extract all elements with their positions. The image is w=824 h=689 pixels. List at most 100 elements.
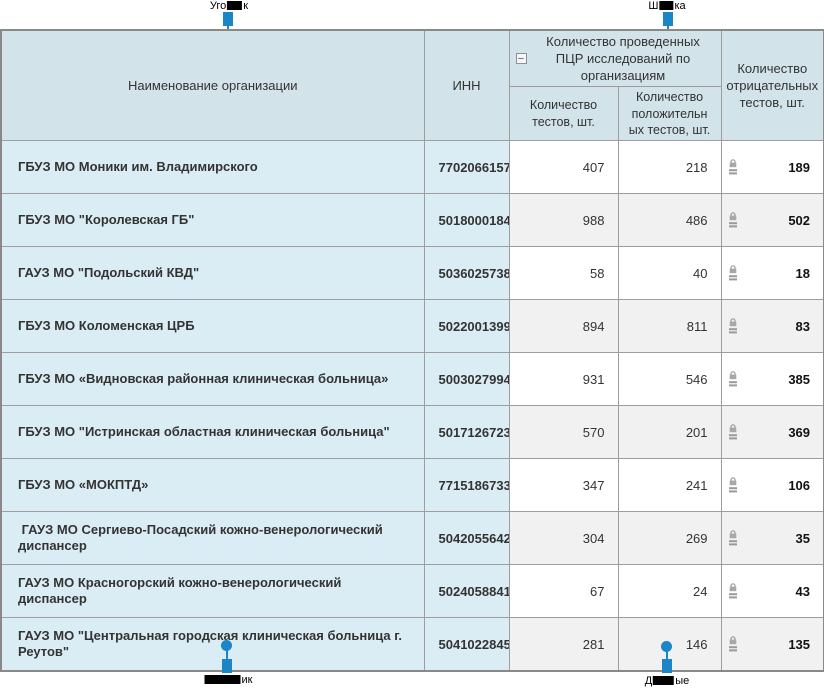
negative-value: 83 — [795, 318, 811, 334]
positive-cell: 241 — [617, 458, 722, 513]
positive-cell: 40 — [617, 246, 722, 301]
annotation-label-data-suffix: ые — [675, 675, 690, 687]
lock-icon — [728, 423, 738, 441]
annotation-label-corner-suffix: к — [243, 0, 249, 12]
org-cell: ГАУЗ МО Сергиево-Посадский кожно-венерол… — [0, 511, 425, 566]
table-row: ГБУЗ МО "Истринская областная клиническа… — [0, 405, 824, 460]
annotation-pin-line — [666, 651, 668, 659]
annotation-label-corner-prefix: Уго — [209, 0, 227, 12]
annotation-label-rowheaders: ик — [204, 674, 253, 686]
org-cell: ГБУЗ МО "Королевская ГБ" — [0, 193, 425, 248]
negative-value: 135 — [788, 636, 811, 652]
inn-cell: 5017126723 — [423, 405, 510, 460]
table-row: ГБУЗ МО «МОКПТД» 7715186733 347 241 106 — [0, 458, 824, 513]
lock-icon — [728, 317, 738, 335]
tests-cell: 407 — [508, 140, 619, 195]
tests-cell: 281 — [508, 617, 619, 672]
collapse-icon[interactable]: − — [515, 52, 527, 64]
positive-cell: 486 — [617, 193, 722, 248]
inn-cell: 5003027994 — [423, 352, 510, 407]
table-row: ГАУЗ МО Сергиево-Посадский кожно-венерол… — [0, 511, 824, 566]
negative-cell: 83 — [720, 299, 824, 354]
annotation-pin-marker — [223, 12, 233, 26]
lock-icon — [728, 264, 738, 282]
annotation-pin-marker — [662, 659, 672, 673]
lock-icon — [728, 158, 738, 176]
column-group-header-pcr: − Количество проведенных ПЦР исследовани… — [508, 29, 722, 88]
inn-cell: 7715186733 — [423, 458, 510, 513]
tests-cell: 58 — [508, 246, 619, 301]
negative-value: 106 — [788, 477, 811, 493]
positive-cell: 811 — [617, 299, 722, 354]
negative-cell: 369 — [720, 405, 824, 460]
redaction-box — [653, 676, 675, 685]
annotation-pin-marker — [663, 12, 673, 26]
negative-cell: 35 — [720, 511, 824, 566]
annotation-pin-dot — [661, 641, 672, 652]
org-cell: ГАУЗ МО Красногорский кожно-венерологиче… — [0, 564, 425, 619]
annotation-label-corner: Уго к — [210, 0, 248, 12]
table-row: ГБУЗ МО "Королевская ГБ" 5018000184 988 … — [0, 193, 824, 248]
tests-cell: 988 — [508, 193, 619, 248]
tests-cell: 67 — [508, 564, 619, 619]
negative-cell: 135 — [720, 617, 824, 672]
org-cell: ГБУЗ МО Коломенская ЦРБ — [0, 299, 425, 354]
positive-cell: 218 — [617, 140, 722, 195]
org-cell: ГБУЗ МО Моники им. Владимирского — [0, 140, 425, 195]
column-header-positive-tests: Количество положительных тестов, шт. — [617, 86, 722, 142]
column-header-inn: ИНН — [423, 29, 510, 142]
table-row: ГБУЗ МО «Видновская районная клиническая… — [0, 352, 824, 407]
negative-cell: 189 — [720, 140, 824, 195]
org-cell: ГАУЗ МО "Центральная городская клиническ… — [0, 617, 425, 672]
redaction-box — [204, 675, 241, 684]
column-header-tests-count: Количество тестов, шт. — [508, 86, 619, 142]
tests-cell: 304 — [508, 511, 619, 566]
inn-cell: 5024058841 — [423, 564, 510, 619]
negative-cell: 18 — [720, 246, 824, 301]
negative-cell: 502 — [720, 193, 824, 248]
positive-cell: 269 — [617, 511, 722, 566]
tests-cell: 570 — [508, 405, 619, 460]
org-cell: ГБУЗ МО "Истринская областная клиническа… — [0, 405, 425, 460]
lock-icon — [728, 582, 738, 600]
annotation-pin-dot — [221, 640, 232, 651]
negative-cell: 43 — [720, 564, 824, 619]
table-row: ГАУЗ МО "Центральная городская клиническ… — [0, 617, 824, 672]
negative-value: 385 — [788, 371, 811, 387]
inn-cell: 5042055642 — [423, 511, 510, 566]
positive-cell: 201 — [617, 405, 722, 460]
tests-cell: 931 — [508, 352, 619, 407]
org-cell: ГБУЗ МО «Видновская районная клиническая… — [0, 352, 425, 407]
pcr-results-table: Наименование организации ИНН − Количеств… — [0, 29, 824, 673]
inn-cell: 7702066157 — [423, 140, 510, 195]
annotation-label-rowheaders-suffix: ик — [241, 674, 253, 686]
annotation-label-header-prefix: Ш — [648, 0, 659, 12]
lock-icon — [728, 635, 738, 653]
table-row: ГБУЗ МО Моники им. Владимирского 7702066… — [0, 140, 824, 195]
tests-cell: 347 — [508, 458, 619, 513]
redaction-box — [659, 1, 674, 10]
positive-cell: 546 — [617, 352, 722, 407]
table-row: ГБУЗ МО Коломенская ЦРБ 5022001399 894 8… — [0, 299, 824, 354]
annotation-label-data-prefix: Д — [644, 675, 653, 687]
table-row: ГАУЗ МО "Подольский КВД" 5036025738 58 4… — [0, 246, 824, 301]
negative-value: 18 — [795, 265, 811, 281]
lock-icon — [728, 476, 738, 494]
negative-value: 189 — [788, 159, 811, 175]
negative-value: 369 — [788, 424, 811, 440]
annotation-label-header-suffix: ка — [674, 0, 686, 12]
lock-icon — [728, 370, 738, 388]
negative-value: 502 — [788, 212, 811, 228]
tests-cell: 894 — [508, 299, 619, 354]
column-header-negative-tests: Количество отрицательных тестов, шт. — [720, 29, 824, 142]
inn-cell: 5018000184 — [423, 193, 510, 248]
lock-icon — [728, 211, 738, 229]
negative-cell: 106 — [720, 458, 824, 513]
annotation-pin-line — [226, 650, 228, 659]
redaction-box — [227, 1, 243, 10]
inn-cell: 5041022845 — [423, 617, 510, 672]
inn-cell: 5022001399 — [423, 299, 510, 354]
